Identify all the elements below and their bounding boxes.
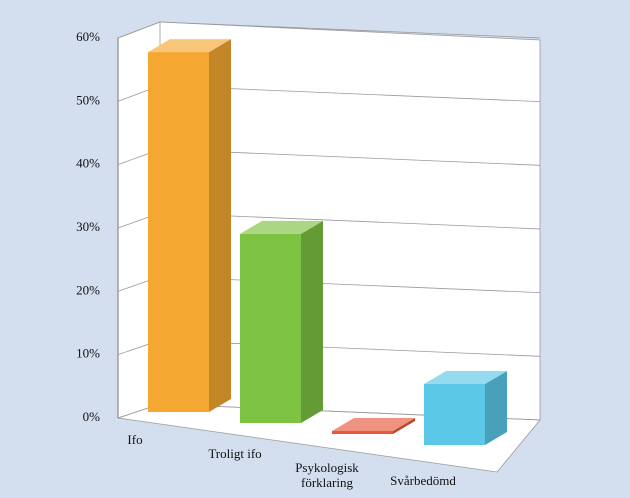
bar-top [424,371,507,384]
y-tick-label: 20% [76,282,100,297]
bar-side [393,417,415,434]
bar [332,430,393,434]
bar-side [485,371,507,445]
bar-top [148,39,231,53]
bar [240,233,301,423]
x-tick-label: Psykologisk förklaring [295,460,359,490]
grid-line [117,21,541,39]
y-tick-label: 60% [76,29,100,44]
bar-top [240,220,323,234]
x-tick-label: Troligt ifo [208,446,262,461]
bar-side [209,39,231,412]
y-tick-label: 10% [76,346,100,361]
x-tick-label: Ifo [127,432,143,447]
bar-side [301,220,323,423]
y-tick-label: 0% [83,409,101,424]
y-tick-label: 50% [76,92,100,107]
bar-top [332,417,415,431]
bar [148,52,209,412]
bar [424,384,485,445]
x-tick-label: Svårbedömd [390,473,456,488]
y-tick-label: 40% [76,156,100,171]
y-tick-label: 30% [76,219,100,234]
